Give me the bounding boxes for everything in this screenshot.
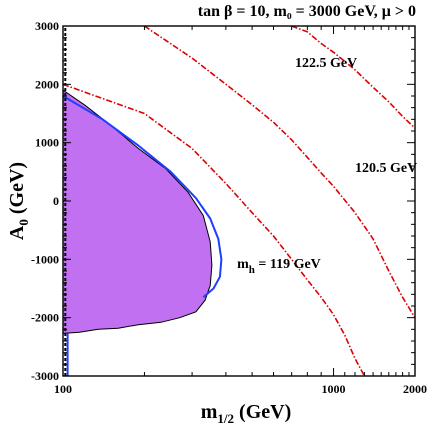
- x-tick-label: 1000: [322, 382, 346, 396]
- y-axis-label-sub: 0: [16, 219, 31, 226]
- x-tick-label: 2000: [403, 382, 427, 396]
- y-axis-label: A0 (GeV): [6, 162, 31, 240]
- y-tick-label: -2000: [31, 311, 59, 325]
- x-axis-label-sub: 1/2: [217, 411, 234, 426]
- annotation-layer: 122.5 GeV 120.5 GeV mh = 119 GeV: [237, 56, 417, 276]
- y-tick-label: 1000: [35, 136, 59, 150]
- tick-labels-layer: 100 1000 2000 -3000 -2000 -1000 0 1000 2000 3000: [31, 19, 427, 396]
- series-122-5-gev: [291, 26, 415, 129]
- x-axis-label: m1/2 (GeV): [201, 401, 292, 426]
- y-tick-label: -1000: [31, 252, 59, 266]
- contour-label-rest: = 119 GeV: [255, 257, 321, 272]
- x-axis-label-main: m: [201, 401, 218, 423]
- y-axis-label-unit: (GeV): [6, 162, 28, 219]
- y-tick-label: 3000: [35, 19, 59, 33]
- y-tick-label: -3000: [31, 369, 59, 383]
- contour-label-sub: h: [249, 264, 255, 276]
- y-tick-label: 2000: [35, 77, 59, 91]
- ticks-layer: [62, 25, 416, 377]
- x-tick-label: 100: [54, 382, 72, 396]
- series-120-5-gev: [143, 26, 415, 319]
- y-axis-label-main: A: [6, 225, 28, 240]
- contour-label: 120.5 GeV: [355, 161, 417, 176]
- contour-label: 122.5 GeV: [295, 56, 357, 71]
- x-axis-label-unit: (GeV): [234, 401, 291, 423]
- series-blue-contour: [63, 95, 223, 299]
- y-tick-label: 0: [53, 194, 59, 208]
- contour-label: mh = 119 GeV: [237, 257, 321, 276]
- series-m-h-119-gev: [63, 83, 366, 376]
- chart-title: tan β = 10, m₀ = 3000 GeV, μ > 0: [198, 3, 416, 20]
- contour-label-main: m: [237, 257, 249, 272]
